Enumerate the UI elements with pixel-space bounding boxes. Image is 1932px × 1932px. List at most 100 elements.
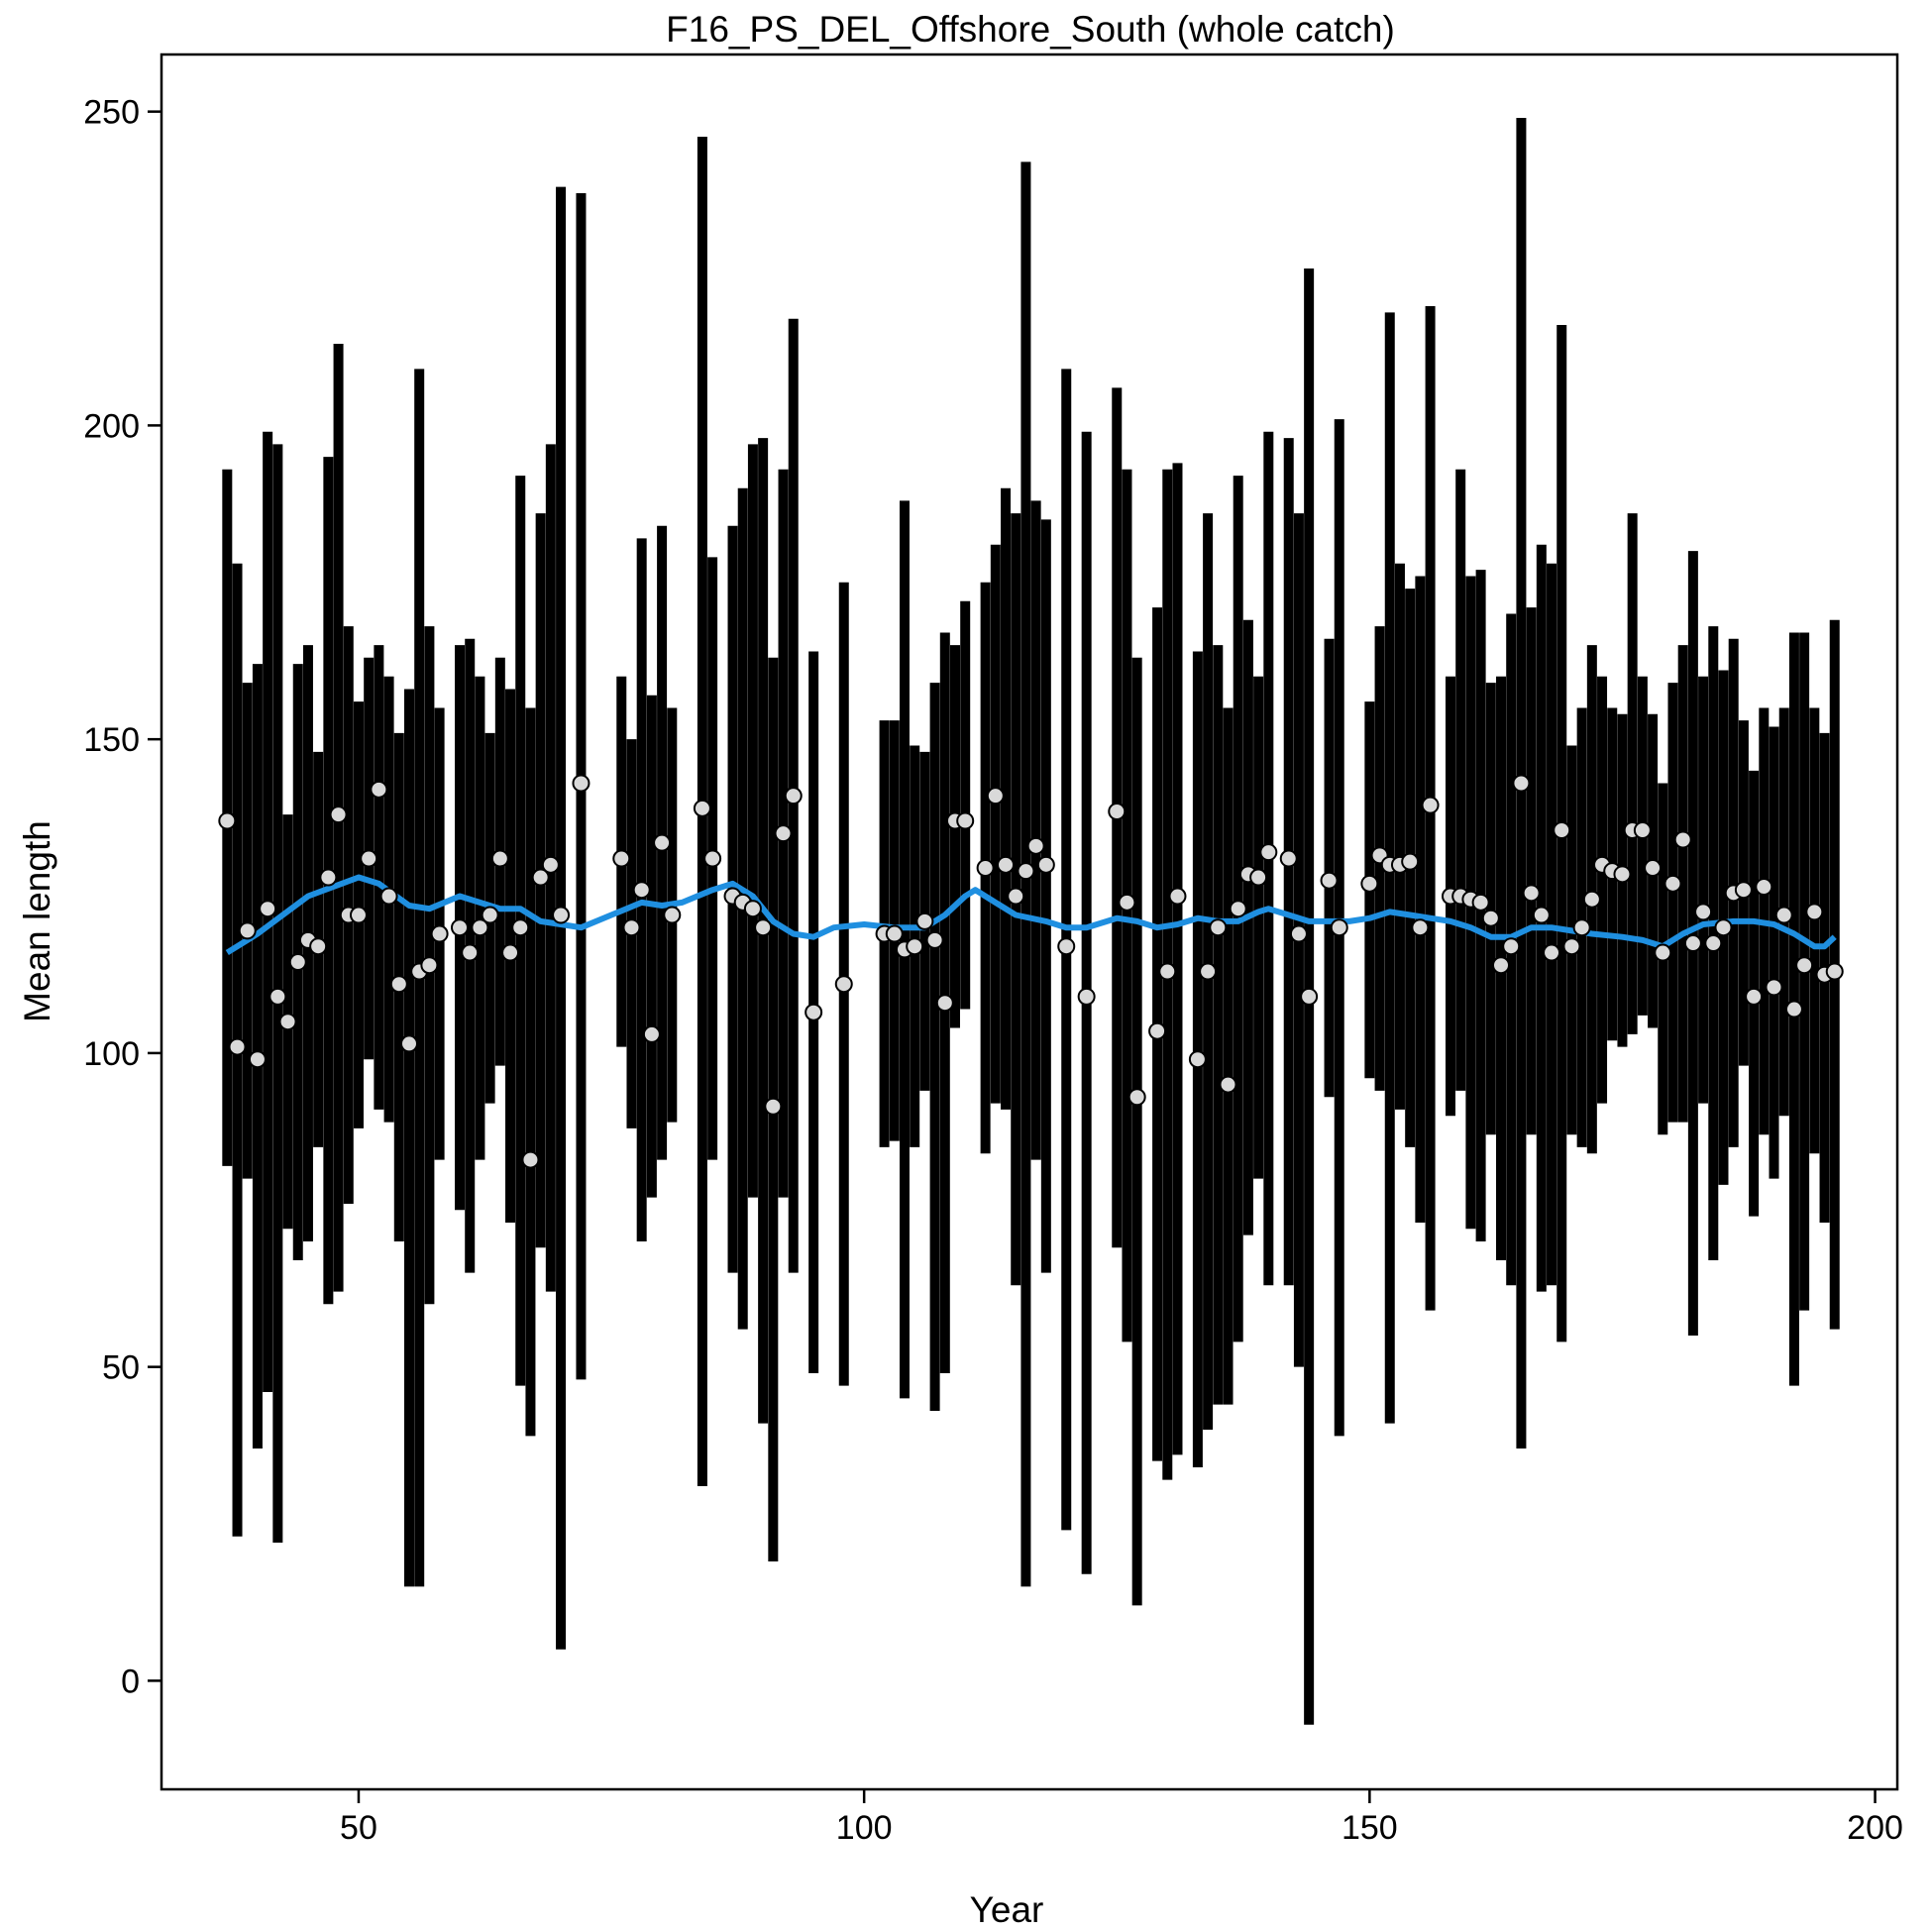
mean-point bbox=[1330, 918, 1348, 937]
mean-point bbox=[309, 937, 328, 956]
mean-point bbox=[1755, 878, 1773, 897]
mean-point bbox=[1108, 803, 1127, 821]
mean-point bbox=[906, 937, 924, 956]
mean-point bbox=[572, 774, 590, 793]
mean-point bbox=[1188, 1050, 1207, 1069]
mean-point bbox=[1654, 943, 1672, 962]
mean-point bbox=[268, 987, 287, 1006]
mean-point bbox=[1036, 855, 1055, 874]
mean-point bbox=[541, 855, 560, 874]
y-tick-label: 0 bbox=[121, 1663, 140, 1700]
mean-point bbox=[319, 868, 338, 887]
mean-point bbox=[1401, 852, 1420, 871]
smoother-line bbox=[225, 874, 1837, 956]
mean-point bbox=[632, 881, 651, 900]
mean-point bbox=[1077, 987, 1096, 1006]
mean-point bbox=[1734, 881, 1753, 900]
mean-point bbox=[1805, 903, 1824, 921]
mean-point bbox=[1543, 943, 1561, 962]
mean-point bbox=[461, 943, 480, 962]
mean-point bbox=[1289, 924, 1308, 943]
mean-point bbox=[743, 900, 762, 918]
mean-point bbox=[1300, 987, 1319, 1006]
mean-point bbox=[754, 918, 773, 937]
mean-point bbox=[663, 906, 682, 924]
mean-point bbox=[622, 918, 641, 937]
x-tick-label: 100 bbox=[836, 1809, 893, 1847]
mean-point bbox=[1825, 962, 1844, 981]
mean-point bbox=[764, 1097, 783, 1116]
mean-point bbox=[278, 1013, 297, 1031]
mean-point bbox=[451, 918, 470, 937]
mean-point bbox=[1026, 836, 1045, 855]
mean-point bbox=[1714, 918, 1733, 937]
mean-point bbox=[490, 849, 509, 868]
mean-point bbox=[1219, 1075, 1237, 1094]
mean-point bbox=[1683, 934, 1702, 953]
plot-frame bbox=[160, 53, 1899, 1791]
mean-point bbox=[238, 921, 257, 940]
mean-point bbox=[1644, 859, 1663, 878]
mean-point bbox=[1471, 893, 1490, 912]
mean-point bbox=[1582, 890, 1601, 909]
mean-point bbox=[288, 953, 307, 972]
mean-point bbox=[997, 855, 1016, 874]
mean-point bbox=[885, 924, 904, 943]
mean-point bbox=[1360, 874, 1379, 893]
mean-point bbox=[1745, 987, 1764, 1006]
y-tick-label: 50 bbox=[102, 1349, 140, 1387]
mean-point bbox=[693, 799, 711, 817]
mean-point bbox=[1057, 937, 1076, 956]
mean-point bbox=[1168, 887, 1187, 906]
mean-point bbox=[834, 975, 853, 994]
mean-point bbox=[703, 849, 722, 868]
mean-point bbox=[399, 1034, 418, 1053]
mean-point bbox=[501, 943, 520, 962]
mean-point bbox=[1127, 1088, 1146, 1107]
x-tick-label: 50 bbox=[340, 1809, 377, 1847]
x-tick-label: 150 bbox=[1342, 1809, 1398, 1847]
mean-point bbox=[1279, 849, 1298, 868]
mean-point bbox=[935, 994, 954, 1013]
mean-point bbox=[1673, 830, 1692, 849]
mean-point bbox=[653, 833, 672, 852]
mean-point bbox=[1017, 862, 1035, 881]
y-tick-label: 150 bbox=[83, 721, 140, 759]
mean-point bbox=[1704, 934, 1723, 953]
mean-point bbox=[1421, 796, 1440, 814]
mean-point bbox=[1784, 1000, 1803, 1019]
mean-point bbox=[774, 824, 793, 843]
mean-point bbox=[956, 811, 975, 830]
y-tick-label: 250 bbox=[83, 94, 140, 132]
mean-point bbox=[1532, 906, 1551, 924]
mean-point bbox=[642, 1024, 661, 1043]
mean-point bbox=[986, 787, 1005, 805]
mean-point bbox=[360, 849, 378, 868]
y-axis-label: Mean length bbox=[17, 820, 57, 1022]
mean-point bbox=[1209, 918, 1228, 937]
x-tick-label: 200 bbox=[1847, 1809, 1903, 1847]
mean-point bbox=[805, 1003, 823, 1021]
mean-point bbox=[1572, 918, 1591, 937]
mean-point bbox=[1562, 937, 1581, 956]
y-tick-label: 100 bbox=[83, 1035, 140, 1073]
mean-point bbox=[552, 906, 571, 924]
mean-point bbox=[1118, 893, 1136, 912]
mean-point bbox=[1249, 868, 1268, 887]
mean-point bbox=[1158, 962, 1177, 981]
mean-point bbox=[1502, 937, 1521, 956]
mean-point bbox=[612, 849, 631, 868]
mean-point bbox=[1553, 821, 1571, 840]
mean-point bbox=[259, 900, 277, 918]
mean-point bbox=[218, 811, 237, 830]
mean-point bbox=[1148, 1021, 1167, 1040]
mean-point bbox=[915, 912, 934, 930]
mean-point bbox=[420, 956, 439, 975]
mean-point bbox=[329, 805, 348, 824]
mean-point bbox=[248, 1050, 267, 1069]
chart-title: F16_PS_DEL_Offshore_South (whole catch) bbox=[666, 9, 1395, 50]
mean-point bbox=[1774, 906, 1793, 924]
mean-point bbox=[370, 780, 388, 799]
